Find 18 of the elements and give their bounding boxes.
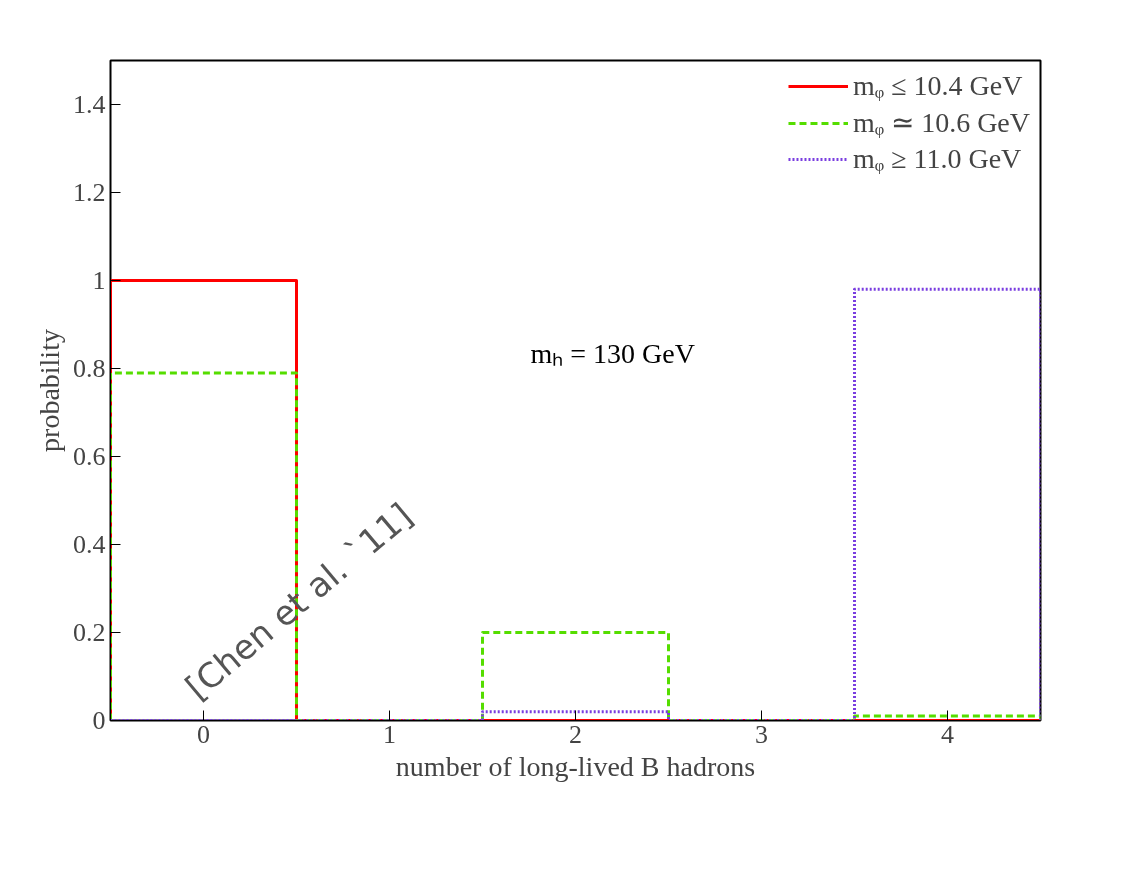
x-axis-title: number of long-lived B hadrons [395,750,756,782]
legend-label: mᵩ ≤ 10.4 GeV [852,70,1023,102]
x-tick-label: 2 [569,719,582,749]
y-tick-label: 0.8 [73,354,106,383]
legend-label: mᵩ ≃ 10.6 GeV [852,106,1030,139]
y-tick-label: 1.4 [73,90,106,119]
y-tick-label: 1.2 [73,178,106,207]
y-tick-label: 0.2 [73,618,106,647]
y-tick-label: 0.6 [73,442,106,471]
y-tick-label: 0.4 [73,530,106,559]
y-tick-label: 1 [92,266,106,295]
annotation: mₕ = 130 GeV [530,337,695,369]
x-tick-label: 0 [197,719,210,749]
x-tick-label: 1 [383,719,396,749]
legend-label: mᵩ ≥ 11.0 GeV [852,143,1022,175]
x-tick-label: 4 [941,719,954,749]
y-axis-title: probability [34,329,65,452]
x-tick-label: 3 [755,719,768,749]
